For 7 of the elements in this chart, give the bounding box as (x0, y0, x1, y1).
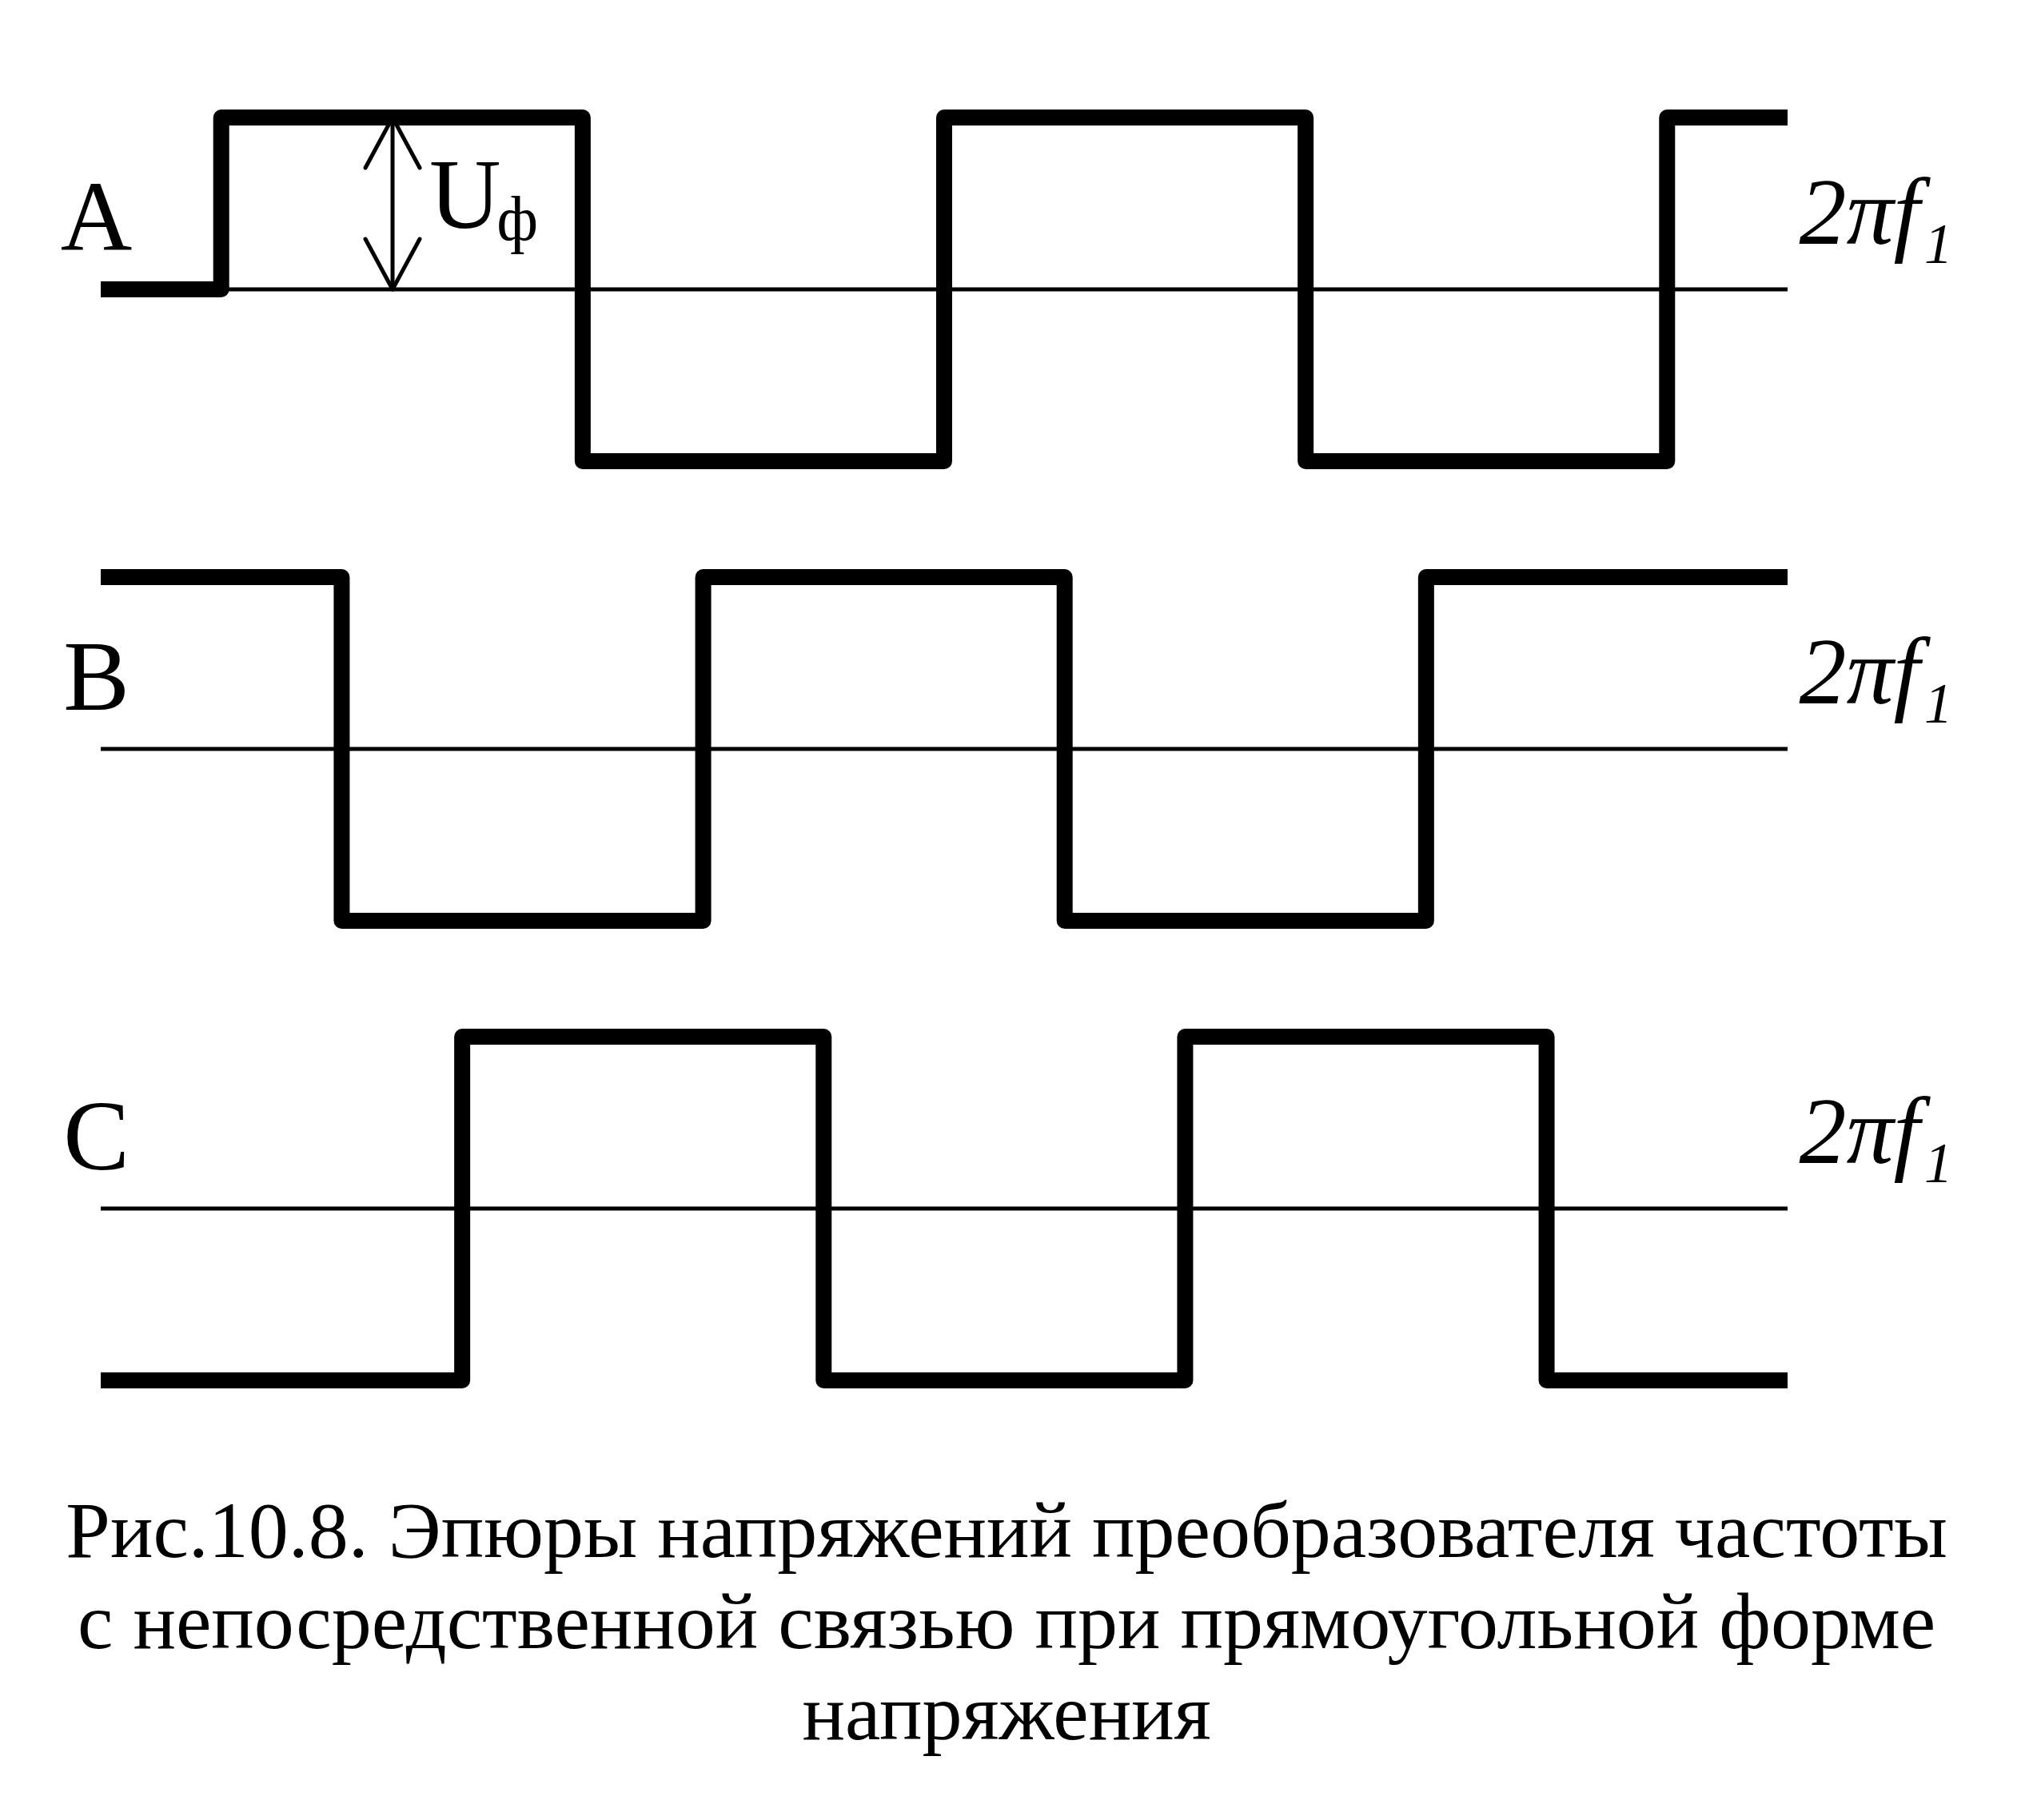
x-axis-title: 2πf₁ (1799, 159, 1953, 265)
x-axis-title: 2πf₁ (1799, 1078, 1953, 1184)
x-axis-title: 2πf₁ (1799, 619, 1953, 724)
y-axis-title: A (60, 161, 133, 272)
y-axis-title: B (63, 621, 130, 731)
text: Рис.10.8. Эпюры напряжений преобразователя частоты с непосредственной связью при прямоугольной форме напряжения (66, 1486, 1947, 1757)
y-axis-title: C (63, 1081, 130, 1191)
